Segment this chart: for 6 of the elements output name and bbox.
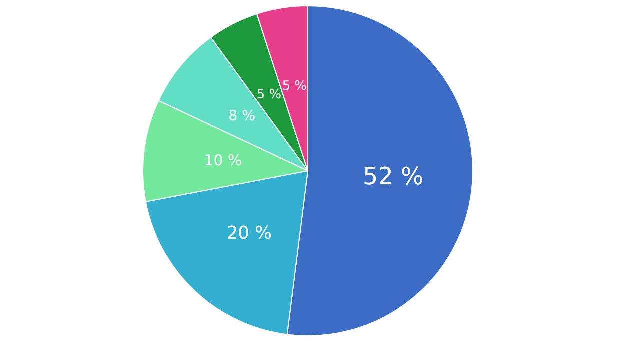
data-label: 10 % (204, 151, 242, 170)
data-label: 52 % (363, 162, 424, 190)
data-label: 20 % (226, 222, 272, 244)
data-label: 8 % (228, 108, 256, 124)
data-label: 5 % (282, 79, 307, 94)
data-label: 5 % (256, 87, 282, 102)
